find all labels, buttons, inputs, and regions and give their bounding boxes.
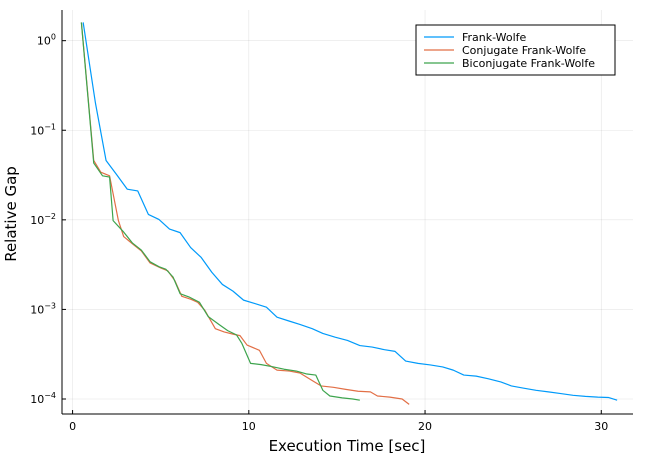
- legend-label-2: Conjugate Frank-Wolfe: [462, 44, 586, 57]
- x-tick-label: 30: [594, 420, 608, 433]
- x-tick-label: 0: [69, 420, 76, 433]
- y-tick-label: 100: [37, 33, 56, 48]
- y-tick-label: 10−3: [30, 301, 56, 316]
- grid: [62, 10, 633, 414]
- series-line-1: [82, 22, 618, 401]
- x-tick-label: 20: [418, 420, 432, 433]
- y-tick-label: 10−1: [30, 122, 56, 137]
- y-tick-label: 10−2: [30, 212, 56, 227]
- tick-labels: 0 10 20 30 100 10−1 10−2 10−3 10−4: [30, 33, 608, 433]
- legend-label-3: Biconjugate Frank-Wolfe: [462, 57, 595, 70]
- legend-label-1: Frank-Wolfe: [462, 31, 527, 44]
- series-group: [80, 22, 618, 405]
- y-tick-label: 10−4: [30, 391, 56, 406]
- y-axis-label: Relative Gap: [2, 166, 20, 262]
- x-axis-label: Execution Time [sec]: [269, 437, 426, 455]
- series-line-3: [80, 22, 360, 401]
- axes: [61, 10, 633, 415]
- x-tick-label: 10: [242, 420, 256, 433]
